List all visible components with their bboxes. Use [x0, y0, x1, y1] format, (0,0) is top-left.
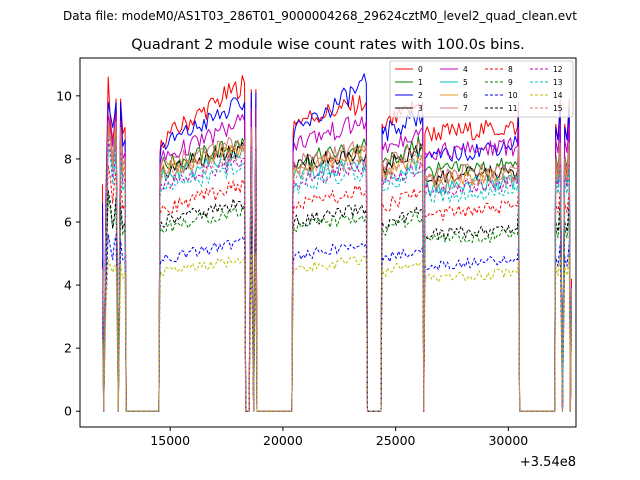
series-line-14: [102, 253, 572, 412]
legend-label: 10: [508, 91, 518, 100]
y-tick-label: 10: [56, 88, 72, 103]
series-line-9: [102, 196, 572, 412]
axes-frame: [79, 57, 577, 428]
suptitle: Data file: modeM0/AS1T03_286T01_90000042…: [63, 9, 577, 23]
x-tick-label: 20000: [263, 433, 303, 448]
series-line-15: [102, 133, 572, 412]
series-line-11: [102, 190, 572, 412]
y-tick-label: 8: [64, 151, 72, 166]
y-tick-label: 2: [64, 341, 72, 356]
y-tick-label: 4: [64, 278, 72, 293]
legend-label: 12: [553, 65, 563, 74]
x-tick-label: 25000: [376, 433, 416, 448]
x-tick-label: 30000: [488, 433, 528, 448]
legend-label: 14: [553, 91, 563, 100]
series-line-8: [102, 164, 572, 412]
legend-label: 2: [418, 91, 423, 100]
series-line-3: [102, 126, 572, 412]
legend-label: 0: [418, 65, 423, 74]
legend-label: 6: [463, 91, 468, 100]
x-tick-label: 15000: [150, 433, 190, 448]
series-line-13: [102, 145, 572, 412]
legend-label: 3: [418, 104, 423, 113]
plot-lines: [102, 73, 572, 412]
legend-label: 1: [418, 78, 423, 87]
legend-label: 4: [463, 65, 468, 74]
y-axis: 0 2 4 6 8 10: [56, 88, 80, 419]
y-tick-label: 6: [64, 215, 72, 230]
series-line-4: [102, 108, 572, 412]
series-line-12: [102, 139, 572, 412]
legend-label: 15: [553, 104, 563, 113]
series-line-5: [102, 133, 572, 412]
legend-label: 9: [508, 78, 513, 87]
legend-label: 7: [463, 104, 468, 113]
legend-label: 8: [508, 65, 513, 74]
y-tick-label: 0: [64, 404, 72, 419]
legend-label: 13: [553, 78, 563, 87]
series-line-7: [102, 120, 572, 412]
x-axis: 15000 20000 25000 30000: [150, 427, 528, 448]
legend-box: [389, 60, 574, 118]
series-line-10: [102, 227, 572, 412]
chart-title: Quadrant 2 module wise count rates with …: [131, 37, 525, 53]
series-line-2: [102, 73, 572, 412]
legend-label: 5: [463, 78, 468, 87]
series-line-0: [102, 75, 572, 412]
legend-label: 11: [508, 104, 518, 113]
x-offset-label: +3.54e8: [520, 455, 576, 470]
